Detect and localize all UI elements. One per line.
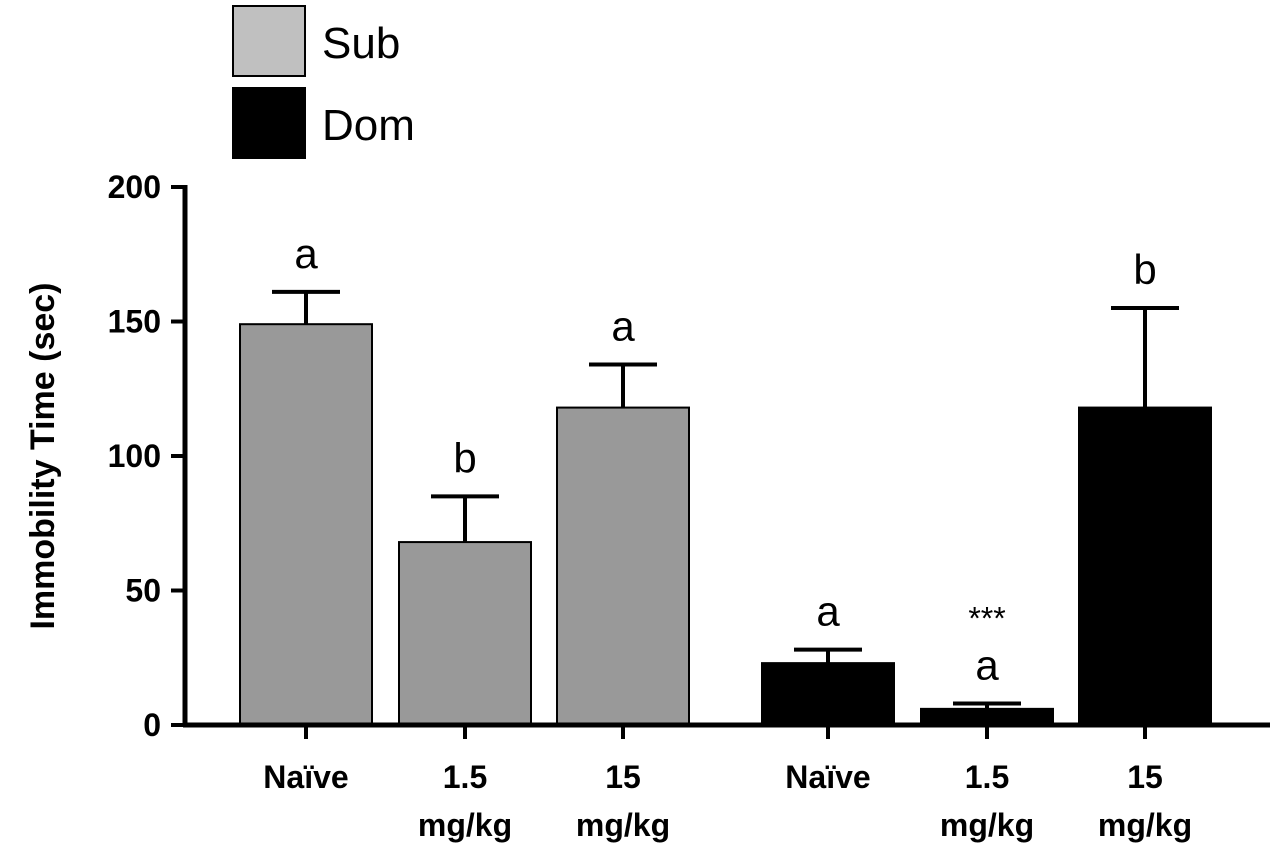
bar-sub-2 [556, 406, 690, 726]
x-tick-label: 15 [1127, 759, 1163, 795]
group-letter-label: a [816, 588, 840, 635]
y-tick-label: 100 [108, 438, 161, 474]
legend-label-sub: Sub [322, 19, 400, 68]
y-tick-label: 50 [125, 573, 161, 609]
group-letter-label: b [1133, 246, 1156, 293]
y-tick-label: 150 [108, 304, 161, 340]
legend-label-dom: Dom [322, 101, 415, 150]
bar-sub-1 [398, 541, 532, 727]
legend-swatch-dom [232, 87, 306, 159]
x-tick-label: mg/kg [1098, 807, 1192, 843]
x-tick-label: mg/kg [940, 807, 1034, 843]
legend-swatch-sub [232, 5, 306, 77]
x-tick-label: mg/kg [418, 807, 512, 843]
x-tick-label: mg/kg [576, 807, 670, 843]
bars-layer [239, 289, 1212, 727]
x-tick-label: 1.5 [443, 759, 487, 795]
significance-stars: *** [968, 600, 1005, 636]
group-letter-label: a [294, 230, 318, 277]
y-tick-label: 0 [143, 707, 161, 743]
x-tick-label: 1.5 [965, 759, 1009, 795]
y-axis-title: Immobility Time (sec) [24, 282, 62, 629]
group-letter-label: a [611, 303, 635, 350]
bar-dom-2 [1078, 406, 1212, 726]
legend: Sub Dom [232, 5, 415, 159]
labels-layer: a Naïve b 1.5 mg/kg a 15 mg/kg a Naïve a *** 1.5 mg/k… [263, 230, 1192, 843]
x-tick-label: Naïve [785, 759, 870, 795]
group-letter-label: a [975, 641, 999, 688]
x-tick-label: Naïve [263, 759, 348, 795]
x-tick-label: 15 [605, 759, 641, 795]
bar-sub-0 [239, 323, 373, 726]
bar-dom-0 [761, 662, 895, 727]
axes: 0 50 100 150 200 Immobility Time (sec) [24, 169, 1270, 743]
group-letter-label: b [453, 434, 476, 481]
y-tick-label: 200 [108, 169, 161, 205]
